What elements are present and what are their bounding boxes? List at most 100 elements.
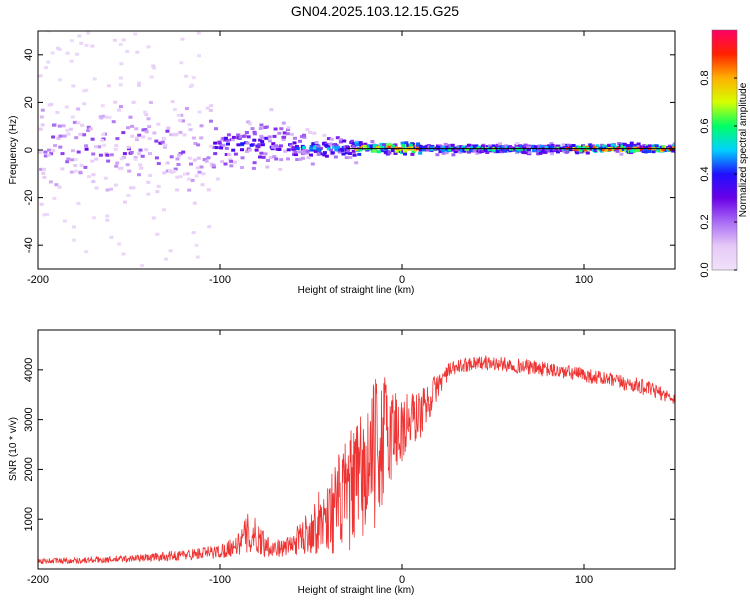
spectrogram-cell (38, 150, 43, 154)
spectrogram-cell (309, 153, 313, 157)
spectrogram-cell (52, 196, 57, 200)
spectrogram-cell (537, 147, 542, 151)
spectrogram-x-tick-label: -100 (209, 274, 231, 286)
spectrogram-cell (91, 173, 96, 177)
spectrogram-cell (175, 175, 180, 179)
spectrogram-cell (302, 133, 306, 137)
spectrogram-cell (121, 155, 126, 159)
spectrogram-cell (322, 153, 327, 157)
spectrogram-cell (146, 180, 151, 184)
spectrogram-cell (334, 144, 339, 148)
spectrogram-cell (332, 145, 337, 149)
spectrogram-cell (295, 147, 300, 151)
spectrogram-cell (106, 84, 111, 88)
colorbar-bar (711, 29, 738, 271)
spectrogram-cell (325, 145, 330, 149)
spectrogram-cell (672, 146, 675, 150)
spectrogram-cell (292, 141, 297, 145)
spectrogram-cell (608, 148, 613, 152)
spectrogram-cell (247, 148, 252, 152)
spectrogram-cell (39, 202, 44, 206)
spectrogram-cell (43, 154, 48, 158)
spectrogram-cell (167, 169, 172, 173)
spectrogram-cell (138, 148, 143, 152)
spectrogram-cell (469, 149, 474, 153)
spectrogram-cell (152, 66, 157, 70)
spectrogram-cell (46, 31, 51, 33)
spectrogram-cell (50, 51, 55, 55)
spectrogram-cell (643, 150, 648, 154)
spectrogram-cell (82, 133, 87, 137)
spectrogram-cell (199, 124, 204, 128)
spectrogram-cell (115, 137, 120, 141)
spectrogram-cell (233, 160, 237, 164)
spectrogram-cell (229, 164, 234, 168)
spectrogram-cell (64, 105, 69, 109)
spectrogram-cell (239, 134, 244, 138)
spectrogram-cell (122, 152, 127, 156)
spectrogram-cell (411, 150, 416, 154)
spectrogram-cell (187, 123, 192, 127)
spectrogram-cell (394, 149, 399, 153)
spectrogram-cell (523, 143, 528, 147)
spectrogram-cell (565, 150, 570, 154)
spectrogram-cell (105, 153, 110, 157)
spectrogram-cell (258, 138, 263, 142)
spectrogram-cell (629, 144, 634, 148)
spectrogram-cell (162, 137, 167, 140)
spectrogram-cell (259, 123, 264, 127)
spectrogram-cell (352, 153, 357, 157)
spectrogram-cell (561, 143, 566, 147)
spectrogram-cell (373, 144, 378, 148)
spectrogram-cell (86, 125, 91, 129)
spectrogram-cell (295, 145, 299, 149)
spectrogram-cell (329, 137, 334, 141)
spectrogram-cell (130, 124, 135, 128)
spectrogram-cell (195, 166, 200, 170)
spectrogram-cell (536, 152, 541, 156)
snr-x-ticks: -200 -100 0 100 (27, 330, 593, 586)
spectrogram-cell (556, 150, 560, 154)
spectrogram-cell (663, 146, 668, 150)
spectrogram-cell (279, 127, 284, 131)
spectrogram-cell (619, 152, 624, 156)
spectrogram-cell (51, 149, 56, 152)
spectrogram-cell (661, 147, 666, 151)
spectrogram-cell (76, 150, 81, 154)
spectrogram-cell (156, 184, 161, 188)
spectrogram-cell (53, 144, 58, 148)
spectrogram-cell (601, 148, 606, 151)
spectrogram-cell (346, 149, 351, 153)
spectrogram-cell (94, 157, 99, 161)
spectrogram-cell (207, 225, 212, 229)
spectrogram-cell (436, 145, 441, 149)
spectrogram-cell (240, 156, 245, 160)
spectrogram-cell (124, 277, 128, 280)
spectrogram-cell (291, 147, 296, 151)
spectrogram-cell (302, 135, 307, 139)
spectrogram-cell (66, 132, 71, 136)
spectrogram-cell (293, 136, 297, 140)
spectrogram-cell (174, 132, 178, 136)
spectrogram-cell (46, 153, 51, 157)
spectrogram-cell (400, 141, 405, 145)
spectrogram-cell (65, 51, 70, 55)
spectrogram-cell (260, 136, 265, 140)
spectrogram-cell (526, 148, 531, 152)
spectrogram-cell (80, 24, 84, 27)
spectrogram-cell (461, 145, 466, 149)
spectrogram-cell (172, 169, 177, 173)
spectrogram-cell (54, 183, 59, 187)
spectrogram-cell (182, 172, 187, 176)
spectrogram-cell (274, 157, 279, 161)
spectrogram-cell (103, 176, 108, 180)
colorbar-tick-label: 0.8 (699, 70, 711, 85)
spectrogram-cell (258, 127, 263, 130)
spectrogram-cell (240, 142, 245, 146)
spectrogram-cell (208, 108, 213, 112)
spectrogram-cell (344, 156, 349, 160)
spectrogram-cell (135, 292, 139, 295)
spectrogram-cell (119, 105, 123, 109)
spectrogram-cell (372, 149, 377, 153)
spectrogram-cell (384, 147, 389, 151)
